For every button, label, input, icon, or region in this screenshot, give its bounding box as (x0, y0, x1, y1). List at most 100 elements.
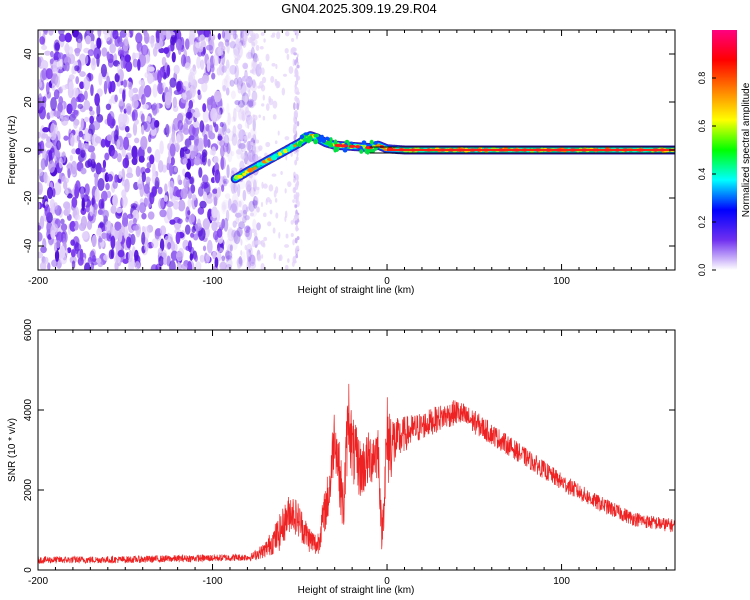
signal-peak-spot (339, 144, 348, 148)
signal-side-blob (369, 139, 374, 145)
signal-peak-spot (534, 148, 542, 152)
noise-blob (159, 209, 167, 218)
noise-speck (265, 197, 271, 203)
noise-blob (112, 30, 119, 40)
noise-blob (94, 136, 102, 144)
noise-speck (248, 89, 251, 97)
noise-blob (175, 38, 183, 51)
noise-blob (121, 217, 129, 228)
signal-hot-spot (272, 154, 280, 157)
noise-streak-blob (296, 56, 299, 63)
noise-blob (94, 93, 100, 107)
noise-streak-blob (294, 30, 297, 34)
noise-blob (97, 209, 103, 215)
noise-blob (74, 109, 80, 117)
noise-blob (189, 67, 197, 76)
noise-streak-blob (296, 53, 299, 58)
noise-blob (241, 214, 248, 221)
noise-blob (189, 85, 196, 98)
noise-blob (220, 145, 225, 158)
noise-blob (44, 204, 51, 218)
noise-blob (233, 77, 239, 85)
noise-blob (85, 35, 92, 45)
noise-speck (259, 45, 264, 50)
noise-blob (244, 114, 251, 122)
noise-blob (231, 116, 235, 123)
spectrogram-signal-layer (230, 131, 675, 184)
noise-streak-blob (293, 118, 298, 123)
noise-blob (177, 120, 184, 131)
noise-blob (235, 148, 243, 155)
noise-blob (38, 168, 44, 177)
signal-side-blob (334, 145, 340, 152)
noise-speck (256, 186, 260, 191)
noise-blob (182, 80, 190, 91)
noise-blob (227, 198, 232, 211)
noise-blob (247, 256, 251, 269)
noise-blob (122, 89, 126, 102)
colorbar-tick-label: 0.0 (697, 264, 707, 277)
noise-blob (118, 113, 125, 127)
noise-blob (195, 42, 201, 49)
noise-blob (86, 220, 93, 230)
noise-speck (240, 249, 243, 256)
spectrogram-y-ticks: -40 -20 0 20 40 (23, 48, 675, 253)
noise-blob (193, 144, 198, 156)
noise-blob (64, 42, 70, 55)
noise-speck (290, 152, 293, 157)
noise-blob (177, 199, 186, 212)
noise-speck (281, 87, 286, 96)
noise-blob (40, 69, 46, 83)
signal-peak-spot (512, 148, 521, 152)
noise-blob (248, 99, 256, 109)
noise-blob (135, 32, 143, 44)
noise-blob (164, 91, 172, 106)
noise-blob (52, 187, 56, 198)
noise-blob (213, 90, 222, 103)
noise-blob (52, 59, 60, 72)
noise-blob (170, 35, 177, 42)
noise-blob (114, 221, 122, 231)
noise-blob (69, 132, 75, 147)
noise-blob (221, 123, 228, 136)
spectrogram-y-tick-label: 40 (23, 48, 34, 60)
noise-blob (110, 118, 116, 127)
noise-blob (131, 109, 138, 121)
noise-speck (275, 64, 278, 70)
noise-speck (256, 57, 259, 62)
noise-blob (224, 193, 231, 199)
noise-blob (132, 93, 141, 101)
noise-blob (225, 250, 233, 260)
noise-blob (210, 33, 216, 41)
signal-side-blob (303, 132, 310, 136)
noise-blob (90, 33, 95, 43)
noise-blob (185, 111, 193, 119)
noise-blob (90, 158, 96, 173)
noise-blob (246, 184, 252, 195)
noise-blob (195, 261, 202, 270)
noise-blob (124, 178, 130, 193)
noise-blob (96, 103, 101, 117)
noise-blob (99, 221, 104, 228)
noise-blob (251, 142, 256, 157)
noise-blob (118, 41, 124, 48)
noise-speck (261, 76, 267, 84)
noise-blob (74, 65, 80, 72)
noise-blob (55, 75, 60, 88)
noise-speck (263, 38, 266, 43)
noise-blob (229, 79, 235, 87)
noise-blob (211, 72, 216, 80)
figure-title: GN04.2025.309.19.29.R04 (281, 1, 437, 16)
noise-blob (104, 152, 110, 161)
noise-blob (158, 198, 165, 210)
noise-speck (247, 37, 253, 44)
noise-blob (221, 218, 226, 229)
noise-blob (45, 81, 50, 95)
noise-blob (224, 39, 230, 47)
noise-blob (190, 213, 195, 223)
noise-speck (271, 173, 277, 177)
noise-speck (236, 54, 241, 61)
noise-blob (159, 66, 165, 78)
noise-blob (252, 199, 258, 206)
noise-blob (169, 219, 176, 225)
